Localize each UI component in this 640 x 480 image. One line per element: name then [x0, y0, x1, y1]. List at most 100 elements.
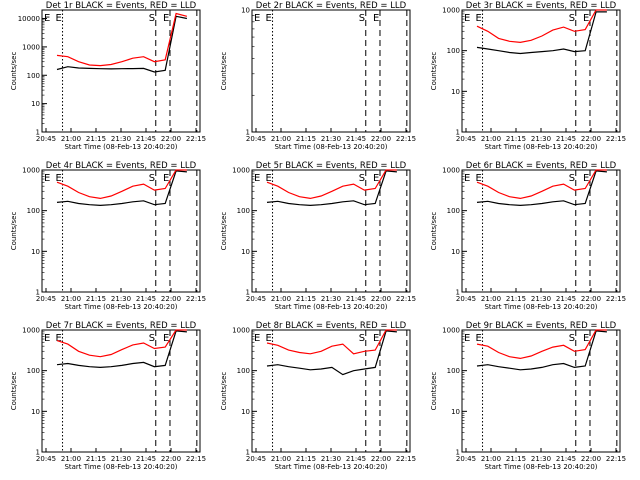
y-tick-label: 1000: [442, 327, 460, 335]
x-tick-label: 22:00: [581, 135, 601, 143]
x-tick-label: 20:45: [246, 455, 266, 463]
detector-panel-2: Det 2r BLACK = Events, RED = LLD 1 10 Count…: [220, 1, 416, 151]
event-marker-label: S: [359, 13, 365, 24]
x-tick-label: 22:15: [186, 455, 206, 463]
y-tick-label: 1000: [232, 167, 250, 175]
x-tick-label: 21:30: [111, 455, 131, 463]
y-tick-label: 10: [241, 248, 250, 256]
event-marker-label: S: [359, 333, 365, 344]
x-tick-label: 21:15: [86, 455, 106, 463]
y-tick-label: 1: [246, 289, 250, 297]
event-marker-label: E: [163, 333, 169, 344]
x-tick-label: 22:15: [606, 135, 626, 143]
y-tick-label: 10000: [18, 15, 40, 23]
marker-label-start: E: [464, 333, 470, 344]
x-tick-label: 21:45: [136, 455, 156, 463]
series-line-1: [266, 169, 397, 200]
x-tick-label: 21:00: [271, 135, 291, 143]
x-tick-label: 21:30: [111, 135, 131, 143]
event-marker-label: E: [163, 13, 169, 24]
y-tick-label: 10: [451, 88, 460, 96]
series-line-0: [56, 15, 188, 73]
event-marker-label: S: [569, 13, 575, 24]
x-tick-label: 21:45: [346, 455, 366, 463]
detector-panel-5: Det 5r BLACK = Events, RED = LLD 1 10 100 10…: [220, 161, 416, 311]
x-tick-label: 22:15: [396, 135, 416, 143]
x-tick-label: 21:45: [346, 295, 366, 303]
x-tick-label: 20:45: [456, 295, 476, 303]
series-line-1: [476, 9, 607, 44]
y-tick-label: 100: [237, 367, 250, 375]
x-tick-label: 22:15: [606, 455, 626, 463]
plot-frame: [41, 329, 201, 453]
y-axis-label: Counts/sec: [220, 212, 228, 251]
plot-frame: [251, 329, 411, 453]
series-line-0: [56, 330, 187, 369]
y-tick-label: 10: [31, 408, 40, 416]
x-tick-label: 22:15: [396, 455, 416, 463]
marker-label-start: E: [464, 173, 470, 184]
series-line-0: [266, 170, 397, 207]
x-tick-label: 21:15: [506, 295, 526, 303]
x-tick-label: 21:45: [556, 295, 576, 303]
x-tick-label: 21:00: [61, 295, 81, 303]
y-tick-label: 100: [447, 207, 460, 215]
series-line-1: [56, 329, 187, 358]
panel-title: Det 6r BLACK = Events, RED = LLD: [466, 161, 617, 171]
x-tick-label: 21:00: [481, 455, 501, 463]
x-tick-label: 22:00: [581, 295, 601, 303]
x-tick-label: 21:45: [346, 135, 366, 143]
series-line-1: [476, 169, 607, 200]
x-tick-label: 22:15: [186, 135, 206, 143]
x-tick-label: 22:00: [161, 295, 181, 303]
y-tick-label: 1: [36, 129, 40, 137]
x-axis-label: Start Time (08-Feb-13 20:40:20): [64, 143, 177, 151]
marker-label-start: E: [44, 333, 50, 344]
y-tick-label: 10: [451, 248, 460, 256]
event-marker-label: E: [476, 13, 482, 24]
y-tick-label: 100: [27, 367, 40, 375]
panel-title: Det 8r BLACK = Events, RED = LLD: [256, 321, 407, 331]
series-line-0: [266, 330, 397, 376]
marker-label-start: E: [254, 13, 260, 24]
event-marker-label: E: [583, 173, 589, 184]
event-marker-label: S: [149, 333, 155, 344]
panel-title: Det 7r BLACK = Events, RED = LLD: [46, 321, 197, 331]
plot-frame: [251, 9, 411, 133]
detector-panel-9: Det 9r BLACK = Events, RED = LLD 1 10 100 10…: [430, 321, 626, 471]
x-tick-label: 22:00: [161, 455, 181, 463]
event-marker-label: S: [149, 13, 155, 24]
x-tick-label: 21:15: [86, 295, 106, 303]
series-line-1: [476, 329, 607, 360]
event-marker-label: S: [569, 333, 575, 344]
x-axis-label: Start Time (08-Feb-13 20:40:20): [484, 143, 597, 151]
y-tick-label: 1: [456, 129, 460, 137]
detector-panel-4: Det 4r BLACK = Events, RED = LLD 1 10 100 10…: [10, 161, 206, 311]
detector-panel-1: Det 1r BLACK = Events, RED = LLD 1 10 100 10…: [10, 1, 206, 151]
x-tick-label: 20:45: [456, 135, 476, 143]
panel-title: Det 4r BLACK = Events, RED = LLD: [46, 161, 197, 171]
x-tick-label: 20:45: [36, 455, 56, 463]
x-tick-label: 22:00: [371, 135, 391, 143]
event-marker-label: S: [149, 173, 155, 184]
y-tick-label: 100: [27, 207, 40, 215]
event-marker-label: E: [266, 173, 272, 184]
series-line-0: [476, 330, 607, 371]
x-axis-label: Start Time (08-Feb-13 20:40:20): [64, 463, 177, 471]
series-line-0: [476, 170, 607, 207]
x-tick-label: 21:30: [321, 135, 341, 143]
event-marker-label: E: [583, 333, 589, 344]
y-axis-label: Counts/sec: [10, 372, 18, 411]
x-tick-label: 21:30: [531, 295, 551, 303]
x-tick-label: 21:00: [271, 455, 291, 463]
detector-panel-7: Det 7r BLACK = Events, RED = LLD 1 10 100 10…: [10, 321, 206, 471]
panel-title: Det 3r BLACK = Events, RED = LLD: [466, 1, 617, 11]
panel-title: Det 9r BLACK = Events, RED = LLD: [466, 321, 617, 331]
x-tick-label: 20:45: [36, 295, 56, 303]
event-marker-label: E: [476, 333, 482, 344]
marker-label-start: E: [44, 173, 50, 184]
x-tick-label: 20:45: [246, 135, 266, 143]
x-tick-label: 22:00: [581, 455, 601, 463]
y-axis-label: Counts/sec: [430, 372, 438, 411]
event-marker-label: E: [373, 173, 379, 184]
